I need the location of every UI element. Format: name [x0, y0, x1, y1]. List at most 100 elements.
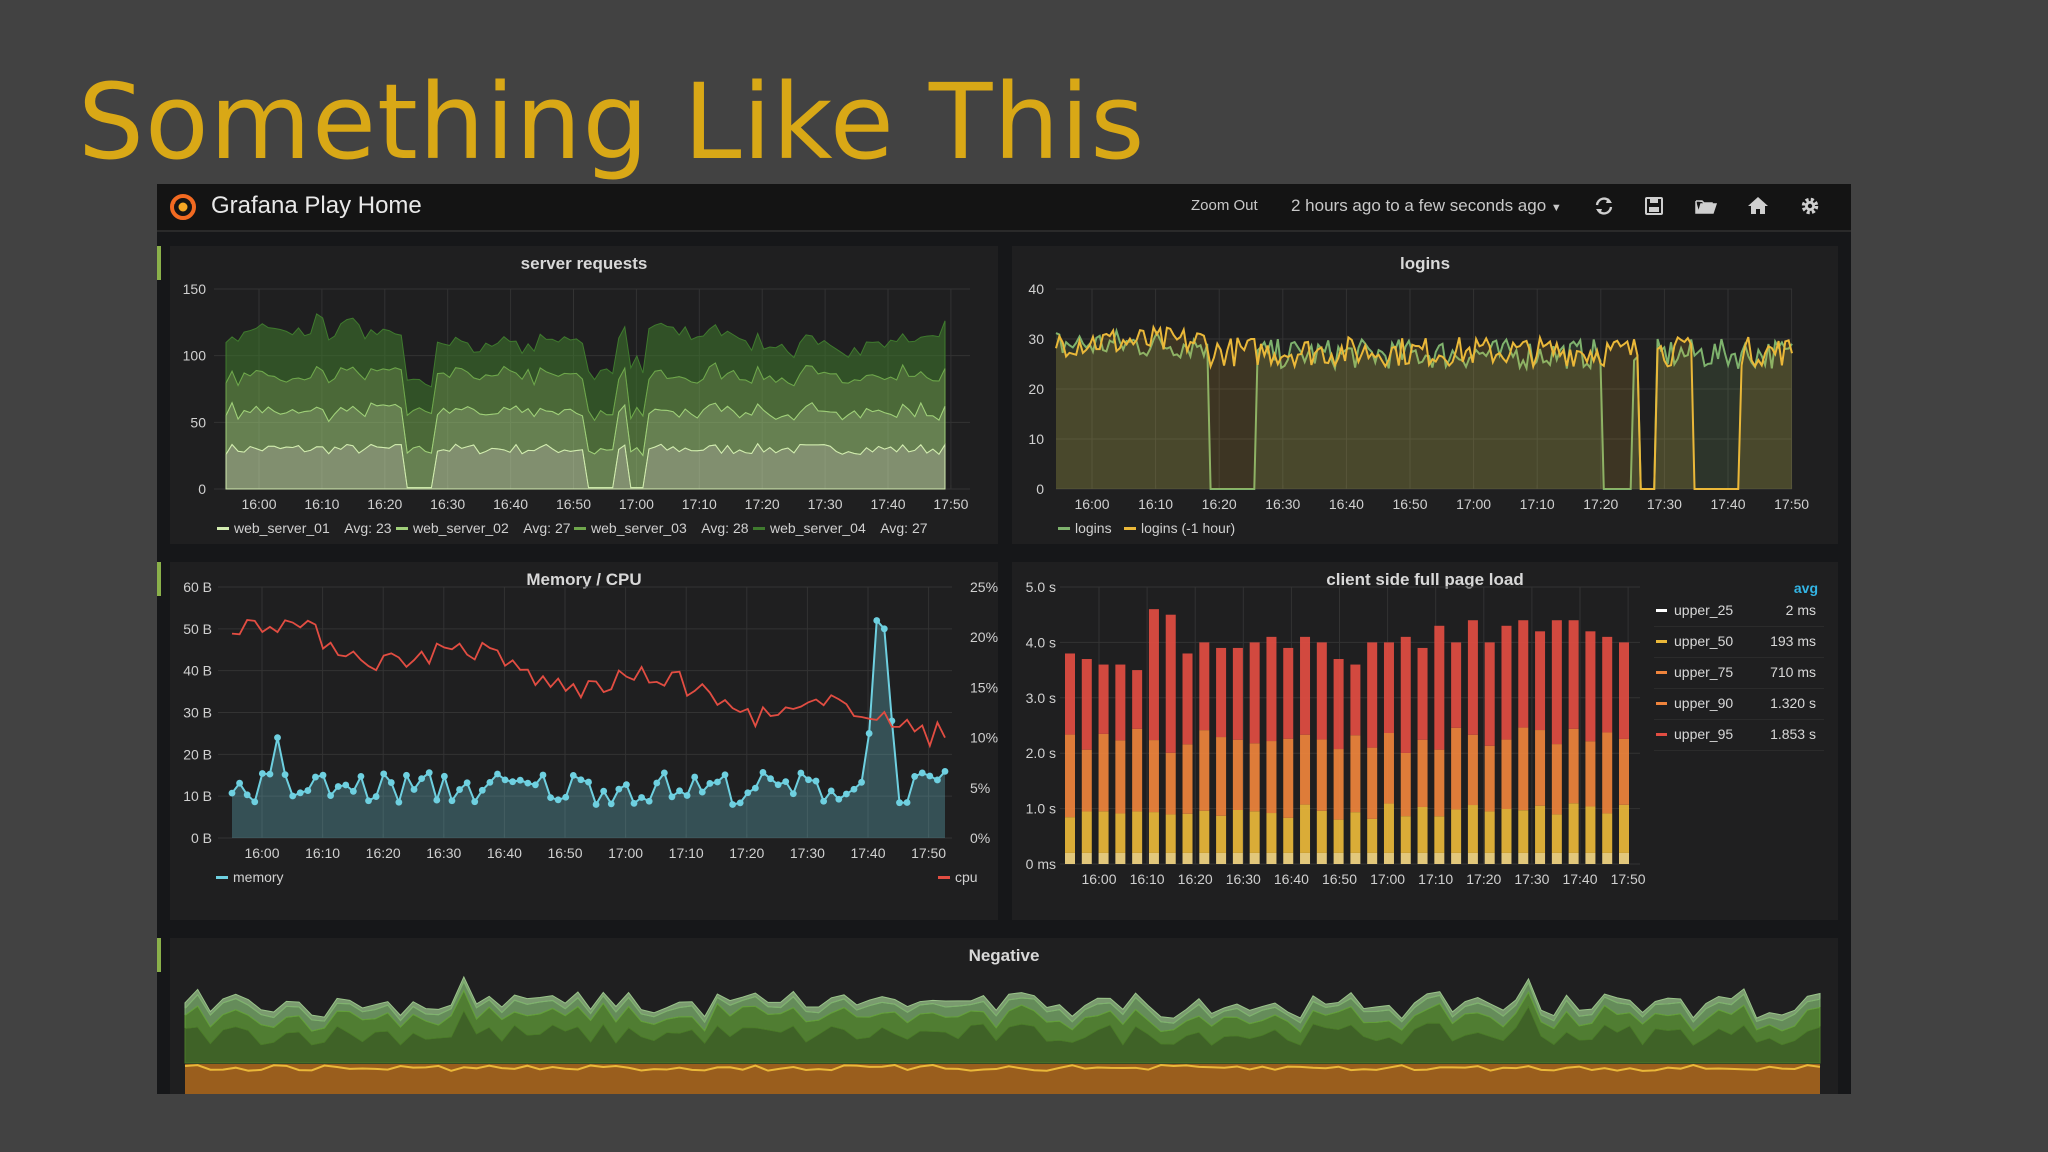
bar-segment	[1551, 852, 1562, 864]
y-tick-label: 0 B	[191, 830, 212, 846]
bar-segment	[1383, 803, 1394, 853]
row-collapse-handle[interactable]	[157, 938, 161, 972]
x-tick-label: 17:10	[669, 845, 704, 861]
top-navbar: Grafana Play Home Zoom Out 2 hours ago t…	[157, 184, 1851, 232]
y-tick-label: 0	[198, 481, 206, 497]
bar-segment	[1467, 852, 1478, 864]
negative-series-area	[184, 1005, 1821, 1064]
bar-segment	[1400, 816, 1411, 853]
memory-point	[547, 794, 554, 802]
save-icon[interactable]	[1641, 193, 1667, 219]
memory-point	[236, 779, 243, 787]
y-tick-label: 40	[1028, 281, 1044, 297]
x-tick-label: 16:30	[1226, 871, 1261, 887]
row-collapse-handle[interactable]	[157, 246, 161, 280]
memory-point	[228, 789, 236, 797]
bar-segment	[1333, 659, 1344, 750]
x-tick-label: 16:40	[1274, 871, 1309, 887]
server-requests-graph: 0 50 100 150 16:00 16:10 16:20 16:30 16:40 16:50 1…	[183, 281, 970, 536]
x-tick-label: 17:40	[850, 845, 885, 861]
bar-segment	[1316, 852, 1327, 864]
bar-segment	[1065, 817, 1075, 853]
x-tick-label: 17:20	[1466, 871, 1501, 887]
bar-segment	[1165, 852, 1176, 864]
bar-segment	[1619, 804, 1629, 853]
legend-row[interactable]: upper_25 2 ms	[1654, 596, 1824, 627]
x-tick-label: 16:50	[556, 496, 591, 512]
gear-icon[interactable]	[1797, 193, 1823, 219]
x-tick-label: 16:20	[366, 845, 401, 861]
dashboard-title[interactable]: Grafana Play Home	[211, 192, 422, 219]
legend-series-name: cpu	[955, 869, 978, 885]
panel-title: Negative	[968, 946, 1040, 965]
bar-segment	[1383, 642, 1394, 733]
legend-swatch	[1656, 640, 1667, 643]
bar-segment	[1501, 739, 1512, 809]
bar-segment	[1081, 811, 1092, 853]
bar-segment	[1249, 811, 1260, 853]
bar-segment	[1216, 852, 1227, 864]
bar-segment	[1417, 739, 1428, 807]
home-icon[interactable]	[1745, 193, 1771, 219]
bar-segment	[1165, 814, 1176, 853]
x-tick-label: 16:10	[1138, 496, 1173, 512]
legend-row[interactable]: upper_95 1.853 s	[1654, 720, 1824, 751]
x-tick-label: 16:50	[1322, 871, 1357, 887]
legend-swatch	[1656, 702, 1667, 705]
x-tick-label: 17:50	[911, 845, 946, 861]
bar-segment	[1619, 852, 1629, 864]
y-tick-label: 4.0 s	[1026, 634, 1056, 650]
x-tick-label: 16:30	[1265, 496, 1300, 512]
memory-point	[698, 788, 706, 796]
time-range-picker[interactable]: 2 hours ago to a few seconds ago ▼	[1291, 192, 1562, 222]
memory-point	[638, 794, 645, 801]
y2-tick-label: 0%	[970, 830, 990, 846]
bar-segment	[1518, 727, 1529, 811]
x-tick-label: 16:10	[304, 496, 339, 512]
folder-open-icon[interactable]	[1693, 193, 1719, 219]
legend-row[interactable]: upper_90 1.320 s	[1654, 689, 1824, 720]
memory-point	[501, 776, 509, 784]
memory-point	[562, 793, 570, 801]
row-collapse-handle[interactable]	[157, 562, 161, 596]
panel-server-requests[interactable]: server requests 0 50 100 150 16:00 16:10 16:20…	[170, 246, 998, 544]
bar-segment	[1434, 816, 1445, 853]
bar-segment	[1568, 852, 1579, 864]
bar-segment	[1132, 852, 1143, 864]
panel-negative[interactable]: Negative	[170, 938, 1838, 1094]
bar-segment	[1551, 620, 1562, 745]
grafana-logo-icon[interactable]	[169, 193, 197, 221]
bar-segment	[1316, 642, 1327, 740]
x-tick-label: 16:00	[1074, 496, 1109, 512]
memory-point	[926, 772, 934, 780]
legend-swatch	[396, 527, 408, 530]
legend-series-value: 1.853 s	[1770, 726, 1816, 742]
legend-series-name: upper_90	[1674, 695, 1734, 711]
legend-row[interactable]: upper_50 193 ms	[1654, 627, 1824, 658]
bar-segment	[1400, 852, 1411, 864]
panel-page-load[interactable]: client side full page load 0 ms 1.0 s 2.0 …	[1012, 562, 1838, 920]
memory-point	[865, 730, 873, 737]
y-tick-label: 20 B	[183, 746, 212, 762]
memory-point	[934, 776, 941, 784]
legend-row[interactable]: upper_75 710 ms	[1654, 658, 1824, 689]
bar-segment	[1367, 747, 1378, 819]
zoom-out-button[interactable]: Zoom Out	[1191, 197, 1258, 214]
panel-memory-cpu[interactable]: Memory / CPU 0 B 10 B 20 B 30 B 40 B 50 B 60 B…	[170, 562, 998, 920]
series-line-logins	[1055, 327, 1793, 490]
bar-segment	[1065, 734, 1075, 818]
refresh-icon[interactable]	[1591, 193, 1617, 219]
memory-point	[842, 790, 850, 798]
x-tick-label: 17:40	[1710, 496, 1745, 512]
memory-point	[478, 786, 486, 794]
memory-point	[729, 801, 737, 808]
legend-column-header[interactable]: avg	[1793, 580, 1818, 596]
x-tick-label: 17:30	[790, 845, 825, 861]
memory-point	[751, 784, 759, 792]
bar-segment	[1383, 852, 1394, 864]
bar-segment	[1132, 811, 1143, 853]
memory-point	[577, 776, 585, 784]
legend-series-name: web_server_02	[412, 520, 509, 536]
bar-segment	[1115, 852, 1126, 864]
panel-logins[interactable]: logins 0 10 20 30 40 16:00 16:10 16:20 16:30 16:4…	[1012, 246, 1838, 544]
